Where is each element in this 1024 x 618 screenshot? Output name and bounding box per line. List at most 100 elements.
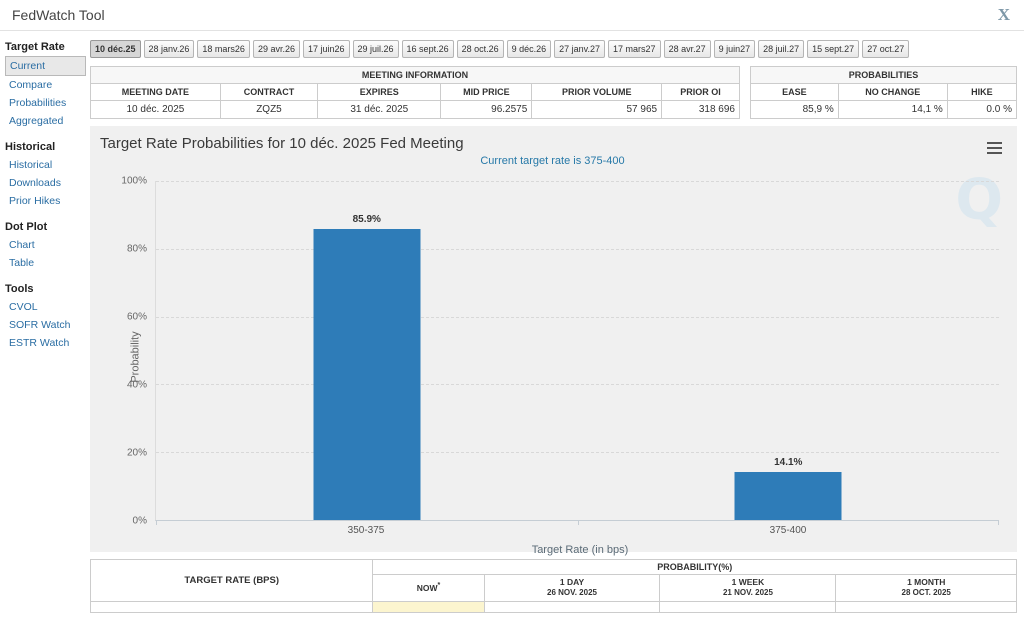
prior-volume-value: 57 965 <box>531 100 663 119</box>
partial-now-cell <box>372 601 485 614</box>
now-asterisk: * <box>437 581 441 590</box>
col-1-day: 1 DAY 26 NOV. 2025 <box>483 573 661 603</box>
sidebar-item-downloads[interactable]: Downloads <box>9 177 61 189</box>
col-no-change: NO CHANGE <box>837 83 948 101</box>
contract-value: ZQZ5 <box>219 100 319 119</box>
sidebar-section-dot-plot: Dot Plot <box>5 221 48 233</box>
sidebar-section-target-rate: Target Rate <box>5 41 65 53</box>
date-tab[interactable]: 15 sept.27 <box>807 40 860 58</box>
main-content: 10 déc.25 28 janv.26 18 mars26 29 avr.26… <box>88 31 1024 614</box>
chart-panel: Target Rate Probabilities for 10 déc. 20… <box>90 126 1017 556</box>
info-tables: MEETING INFORMATION MEETING DATE CONTRAC… <box>90 66 1018 119</box>
sidebar-item-estr-watch[interactable]: ESTR Watch <box>9 337 70 349</box>
probability-bar-350-375[interactable]: 85.9% <box>313 214 421 520</box>
probabilities-table: PROBABILITIES EASE NO CHANGE HIKE 85,9 %… <box>750 66 1018 119</box>
date-tab[interactable]: 27 janv.27 <box>554 40 606 58</box>
expires-value: 31 déc. 2025 <box>317 100 442 119</box>
x-axis-categories: 350-375 375-400 <box>155 521 999 538</box>
date-tab[interactable]: 29 avr.26 <box>252 40 300 58</box>
date-tab[interactable]: 18 mars26 <box>197 40 250 58</box>
date-tab[interactable]: 17 mars27 <box>608 40 661 58</box>
close-icon[interactable]: X <box>997 5 1010 24</box>
col-1-week: 1 WEEK 21 NOV. 2025 <box>659 573 837 603</box>
col-contract: CONTRACT <box>219 83 319 101</box>
x-category-label: 375-400 <box>769 525 807 536</box>
gridline <box>156 384 999 386</box>
chart-subtitle: Current target rate is 375-400 <box>480 155 625 167</box>
date-tab[interactable]: 17 juin26 <box>302 40 350 58</box>
main-layout: Target Rate Current Compare Probabilitie… <box>0 31 1024 614</box>
col-hike: HIKE <box>946 83 1018 101</box>
col-ease: EASE <box>750 83 839 101</box>
meeting-info-caption: MEETING INFORMATION <box>90 66 740 84</box>
date-tab[interactable]: 28 janv.26 <box>143 40 195 58</box>
probability-history-table: TARGET RATE (BPS) PROBABILITY(%) NOW* 1 … <box>89 558 1017 614</box>
date-tab[interactable]: 28 avr.27 <box>663 40 711 58</box>
date-tab[interactable]: 29 juil.26 <box>352 40 399 58</box>
col-meeting-date: MEETING DATE <box>90 83 221 101</box>
sidebar-item-chart[interactable]: Chart <box>9 239 35 251</box>
col-now: NOW* <box>372 573 485 603</box>
col-1-month-date: 28 OCT. 2025 <box>901 588 951 598</box>
sidebar-item-sofr-watch[interactable]: SOFR Watch <box>9 319 71 331</box>
date-tab[interactable]: 27 oct.27 <box>862 40 910 58</box>
gridline <box>156 248 999 250</box>
y-tick-label: 60% <box>126 311 147 323</box>
meeting-information-table: MEETING INFORMATION MEETING DATE CONTRAC… <box>90 66 740 119</box>
hike-value: 0.0 % <box>946 100 1018 119</box>
y-tick-label: 0% <box>132 515 147 527</box>
chart-menu-icon[interactable] <box>984 136 1005 160</box>
sidebar-item-prior-hikes[interactable]: Prior Hikes <box>9 195 61 207</box>
target-rate-bps-header: TARGET RATE (BPS) <box>89 558 374 603</box>
col-1-month: 1 MONTH 28 OCT. 2025 <box>835 573 1017 603</box>
partial-cell <box>835 601 1017 614</box>
table-row: 10 déc. 2025 ZQZ5 31 déc. 2025 96.2575 5… <box>90 100 740 119</box>
bar-value-label: 85.9% <box>352 213 381 225</box>
table-row <box>89 601 1017 614</box>
sidebar-section-tools: Tools <box>5 283 34 295</box>
y-tick-label: 100% <box>121 175 147 187</box>
date-tab[interactable]: 28 juil.27 <box>758 40 805 58</box>
col-1-day-label: 1 DAY <box>559 577 585 587</box>
sidebar-item-historical[interactable]: Historical <box>9 159 53 171</box>
col-mid-price: MID PRICE <box>440 83 533 101</box>
x-axis-title: Target Rate (in bps) <box>531 544 629 556</box>
date-tab[interactable]: 28 oct.26 <box>456 40 504 58</box>
sidebar-item-table[interactable]: Table <box>9 257 35 269</box>
gridline <box>156 316 999 318</box>
page-title: FedWatch Tool <box>12 7 105 23</box>
x-tick <box>577 520 579 525</box>
sidebar-item-probabilities[interactable]: Probabilities <box>9 97 67 109</box>
table-row: 85,9 % 14,1 % 0.0 % <box>750 100 1018 119</box>
y-tick-label: 40% <box>126 379 147 391</box>
sidebar-item-current[interactable]: Current <box>5 56 86 76</box>
mid-price-value: 96.2575 <box>440 100 533 119</box>
sidebar-item-aggregated[interactable]: Aggregated <box>9 115 64 127</box>
gridline <box>156 181 999 182</box>
prior-oi-value: 318 696 <box>661 100 740 119</box>
col-prior-oi: PRIOR OI <box>661 83 740 101</box>
app-header: FedWatch Tool X <box>0 0 1024 31</box>
probability-bar-375-400[interactable]: 14.1% <box>734 457 842 520</box>
no-change-value: 14,1 % <box>837 100 948 119</box>
plot-area: 85.9% 14.1% <box>155 181 999 525</box>
sidebar-item-cvol[interactable]: CVOL <box>9 301 38 313</box>
sidebar: Target Rate Current Compare Probabilitie… <box>0 31 88 613</box>
probabilities-caption: PROBABILITIES <box>750 66 1017 84</box>
plot-wrap: Probability 0% 20% 40% 60% 80% 100% 85.9… <box>121 176 999 527</box>
date-tab[interactable]: 9 juin27 <box>713 40 756 58</box>
col-1-week-date: 21 NOV. 2025 <box>722 588 773 598</box>
y-axis-title: Probability <box>129 331 142 383</box>
col-1-day-date: 26 NOV. 2025 <box>547 588 597 598</box>
y-tick-label: 80% <box>126 243 147 255</box>
bar-value-label: 14.1% <box>774 457 803 469</box>
col-expires: EXPIRES <box>317 83 442 101</box>
date-tab[interactable]: 9 déc.26 <box>506 40 552 58</box>
ease-value: 85,9 % <box>750 100 839 119</box>
y-tick-label: 20% <box>126 447 147 459</box>
watermark-logo: Q <box>955 168 1003 233</box>
date-tab[interactable]: 10 déc.25 <box>90 40 141 58</box>
sidebar-item-compare[interactable]: Compare <box>9 79 53 91</box>
col-now-label: NOW <box>416 583 438 594</box>
date-tab[interactable]: 16 sept.26 <box>401 40 454 58</box>
